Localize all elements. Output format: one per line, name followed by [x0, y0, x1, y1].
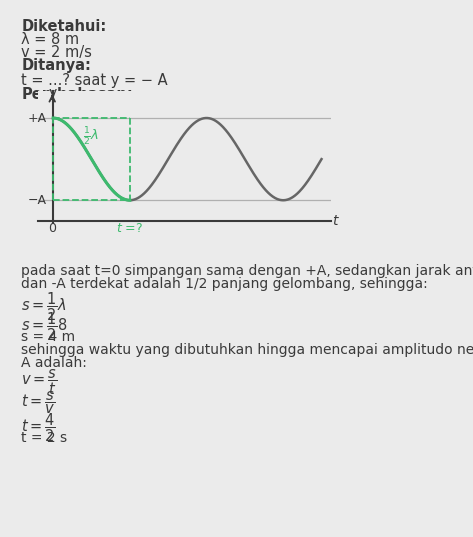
Text: t: t	[332, 214, 338, 228]
Text: 0: 0	[48, 222, 56, 235]
Text: $s = \dfrac{1}{2}8$: $s = \dfrac{1}{2}8$	[21, 310, 68, 343]
Text: s = 4 m: s = 4 m	[21, 330, 75, 344]
Text: Pembahasan:: Pembahasan:	[21, 87, 133, 102]
Text: +A: +A	[27, 112, 46, 125]
Text: $t = \dfrac{4}{2}$: $t = \dfrac{4}{2}$	[21, 411, 56, 444]
Text: A adalah:: A adalah:	[21, 356, 87, 370]
Text: Diketahui:: Diketahui:	[21, 19, 106, 34]
Text: t = 2 s: t = 2 s	[21, 431, 68, 445]
Text: dan -A terdekat adalah 1/2 panjang gelombang, sehingga:: dan -A terdekat adalah 1/2 panjang gelom…	[21, 277, 428, 291]
Text: Ditanya:: Ditanya:	[21, 58, 91, 73]
Text: $t = \dfrac{s}{v}$: $t = \dfrac{s}{v}$	[21, 389, 56, 416]
Text: $s = \dfrac{1}{2}\lambda$: $s = \dfrac{1}{2}\lambda$	[21, 290, 67, 323]
Text: t = ...? saat y = − A: t = ...? saat y = − A	[21, 73, 168, 88]
Text: −A: −A	[27, 194, 46, 207]
Text: v = 2 m/s: v = 2 m/s	[21, 45, 92, 60]
Text: $\frac{1}{2}\lambda$: $\frac{1}{2}\lambda$	[84, 126, 99, 148]
Text: λ = 8 m: λ = 8 m	[21, 32, 79, 47]
Text: pada saat t=0 simpangan sama dengan +A, sedangkan jarak antara +A: pada saat t=0 simpangan sama dengan +A, …	[21, 264, 473, 278]
Text: $v = \dfrac{s}{t}$: $v = \dfrac{s}{t}$	[21, 368, 58, 397]
Text: $t$ =?: $t$ =?	[116, 222, 143, 235]
Text: y: y	[48, 85, 56, 99]
Text: sehingga waktu yang dibutuhkan hingga mencapai amplitudo negatif -: sehingga waktu yang dibutuhkan hingga me…	[21, 343, 473, 357]
